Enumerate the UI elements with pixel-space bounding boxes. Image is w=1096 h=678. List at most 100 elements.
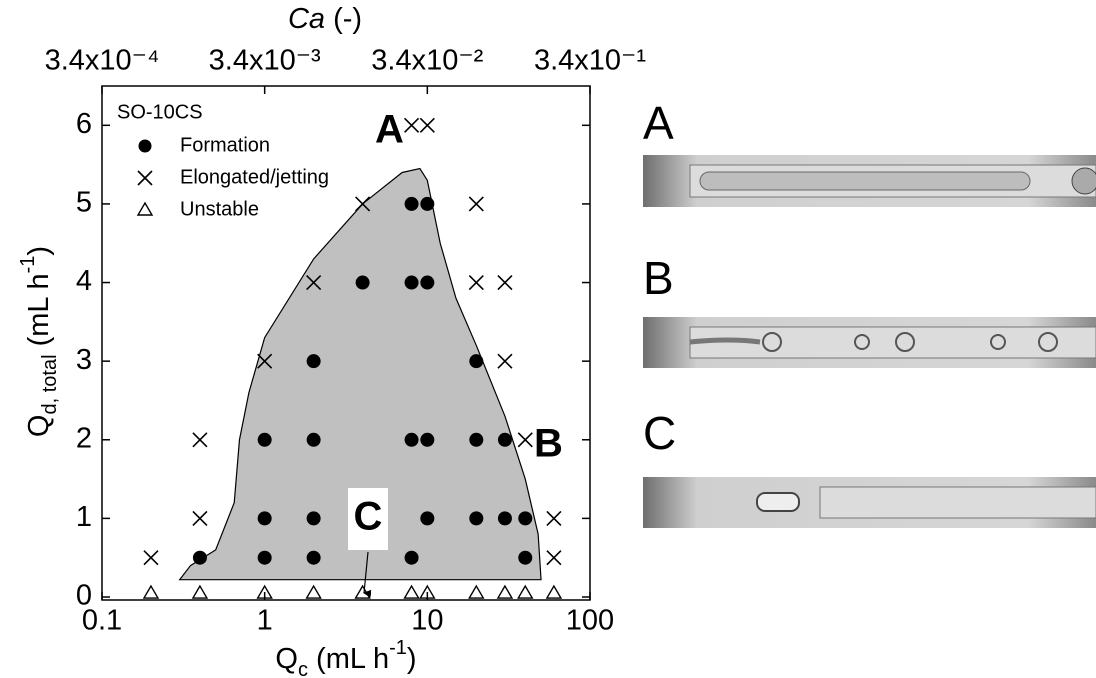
point: [306, 550, 321, 565]
x-axis-label-part: -1: [389, 637, 407, 659]
x2-tick-label: 3.4x10⁻¹: [534, 45, 646, 77]
thread: [689, 337, 761, 345]
panel-label: A: [643, 97, 674, 149]
point: [355, 196, 371, 212]
y-axis-label-part: ): [23, 246, 55, 256]
y-tick-label: 4: [76, 265, 92, 297]
point: [404, 275, 419, 290]
point: [469, 432, 484, 447]
x-tick-label: 1: [257, 605, 273, 637]
legend-marker: [138, 139, 152, 153]
x-axis-label-part: (mL h: [308, 643, 389, 675]
point: [419, 117, 435, 133]
y-axis-label-part: d, total: [39, 354, 61, 414]
point: [306, 274, 322, 291]
point: [497, 274, 513, 291]
point: [420, 196, 435, 211]
point: [256, 584, 273, 599]
x2-tick-label: 3.4x10⁻⁴: [45, 45, 160, 77]
x-axis-label-part: c: [298, 659, 308, 678]
point: [306, 354, 321, 369]
panel-label: B: [643, 252, 674, 304]
x-tick-label: 0.1: [82, 605, 122, 637]
point: [404, 432, 419, 447]
point: [497, 353, 513, 369]
point: [192, 432, 208, 448]
point: [420, 511, 435, 526]
plot-frame: [101, 85, 591, 601]
point: [403, 584, 420, 599]
legend-title: SO-10CS: [117, 101, 203, 123]
point: [496, 584, 514, 599]
point: [419, 584, 436, 599]
y-tick-label: 2: [76, 422, 92, 454]
point: [468, 584, 485, 599]
x2-axis-label-part: (-): [325, 3, 362, 35]
x-axis-label: Qc (mL h-1): [275, 637, 416, 678]
point: [545, 584, 563, 599]
droplets: [762, 332, 1058, 352]
point: [257, 432, 272, 447]
y-axis-label-part: Q: [23, 415, 55, 438]
legend-label: Elongated/jetting: [180, 166, 329, 188]
point: [142, 584, 160, 599]
point: [546, 550, 562, 566]
point: [192, 550, 207, 565]
annotation: C: [354, 495, 383, 539]
x-tick-label: 100: [566, 605, 614, 637]
point: [518, 550, 533, 565]
plug: [756, 492, 800, 512]
point: [191, 584, 209, 599]
y-tick-label: 1: [76, 501, 92, 533]
x2-tick-label: 3.4x10⁻²: [371, 45, 483, 77]
legend-label: Unstable: [180, 198, 259, 220]
point: [355, 275, 370, 290]
channel: [819, 486, 1096, 519]
point: [518, 511, 533, 526]
x-axis-label-part: ): [407, 643, 417, 675]
point: [546, 510, 562, 526]
point: [420, 275, 435, 290]
point: [306, 511, 321, 526]
legend-marker: [137, 170, 153, 186]
region: [178, 167, 542, 581]
point: [257, 353, 273, 369]
y-tick-label: 6: [76, 108, 92, 140]
point: [404, 117, 420, 133]
annotation: A: [375, 108, 404, 152]
point: [517, 432, 533, 448]
point: [517, 584, 534, 599]
annotation: B: [534, 422, 563, 466]
point: [497, 432, 512, 447]
legend-label: Formation: [180, 134, 270, 156]
x2-axis-label: Ca (-): [288, 3, 362, 35]
panel-label: C: [643, 407, 676, 459]
point: [354, 584, 371, 599]
legend-marker: [136, 201, 154, 216]
point: [469, 511, 484, 526]
x-tick-label: 10: [411, 605, 443, 637]
y-axis-label-part: (mL h: [23, 273, 55, 354]
point: [420, 432, 435, 447]
point: [404, 550, 419, 565]
y-axis-label-part: -1: [17, 256, 39, 274]
point: [469, 354, 484, 369]
y-tick-label: 3: [76, 344, 92, 376]
point: [468, 274, 484, 291]
y-tick-label: 0: [76, 580, 92, 612]
x2-axis-label-part: Ca: [288, 3, 325, 35]
point: [192, 510, 208, 526]
point: [257, 511, 272, 526]
point: [305, 584, 322, 599]
point: [306, 432, 321, 447]
point: [468, 196, 484, 212]
point: [404, 196, 419, 211]
x-axis-label-part: Q: [275, 643, 298, 675]
droplet: [1071, 167, 1096, 195]
x2-tick-label: 3.4x10⁻³: [209, 45, 321, 77]
point: [143, 550, 159, 566]
annotation-box: [348, 488, 388, 550]
y-axis-label: Qd, total (mL h-1): [17, 246, 61, 437]
annotation-arrow: [363, 551, 372, 598]
